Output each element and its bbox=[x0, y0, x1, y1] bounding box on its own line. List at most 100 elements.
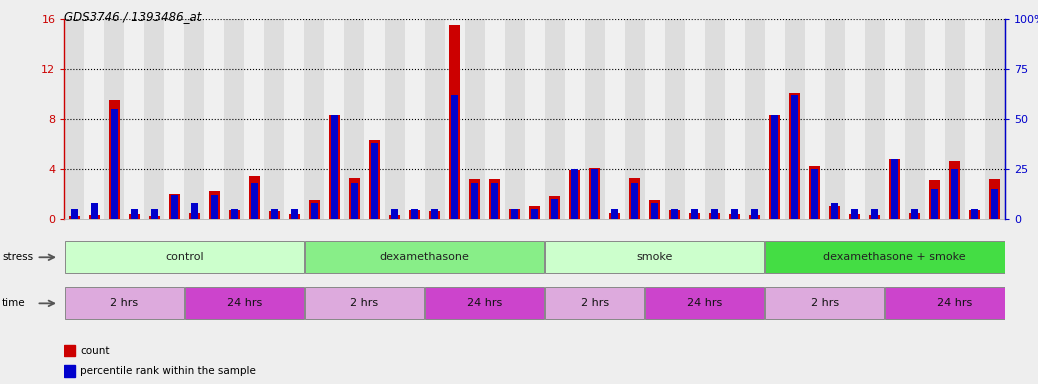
Bar bbox=[991, 189, 999, 219]
Bar bbox=[405, 19, 425, 219]
Bar bbox=[429, 211, 440, 219]
Bar bbox=[151, 209, 158, 219]
Bar bbox=[131, 209, 138, 219]
Bar bbox=[148, 217, 160, 219]
Bar bbox=[945, 19, 964, 219]
Bar bbox=[950, 162, 960, 219]
Bar bbox=[831, 203, 839, 219]
Bar bbox=[249, 177, 260, 219]
Bar bbox=[91, 203, 98, 219]
Bar bbox=[810, 167, 820, 219]
Bar bbox=[452, 95, 458, 219]
Bar bbox=[829, 207, 840, 219]
Bar bbox=[209, 192, 220, 219]
Bar bbox=[645, 19, 664, 219]
Bar bbox=[109, 100, 119, 219]
Text: 24 hrs: 24 hrs bbox=[227, 298, 262, 308]
Bar bbox=[471, 183, 479, 219]
Text: dexamethasone: dexamethasone bbox=[380, 252, 469, 262]
Bar bbox=[391, 209, 398, 219]
Bar bbox=[931, 189, 938, 219]
FancyBboxPatch shape bbox=[185, 288, 304, 319]
Bar bbox=[651, 203, 658, 219]
Bar bbox=[670, 210, 680, 219]
Bar bbox=[545, 19, 565, 219]
Bar bbox=[64, 19, 84, 219]
Bar bbox=[331, 115, 338, 219]
Bar bbox=[529, 207, 540, 219]
Bar bbox=[691, 209, 699, 219]
Bar bbox=[705, 19, 725, 219]
Bar bbox=[309, 200, 320, 219]
FancyBboxPatch shape bbox=[765, 242, 1025, 273]
Bar bbox=[64, 365, 75, 377]
Bar bbox=[711, 209, 718, 219]
Bar bbox=[911, 209, 919, 219]
Bar bbox=[631, 183, 638, 219]
Text: 24 hrs: 24 hrs bbox=[467, 298, 502, 308]
Bar bbox=[105, 19, 125, 219]
Bar bbox=[265, 19, 284, 219]
FancyBboxPatch shape bbox=[765, 288, 884, 319]
Bar bbox=[304, 19, 325, 219]
Bar bbox=[449, 25, 460, 219]
FancyBboxPatch shape bbox=[305, 242, 544, 273]
Text: percentile rank within the sample: percentile rank within the sample bbox=[80, 366, 256, 376]
Bar bbox=[892, 159, 898, 219]
Bar bbox=[909, 213, 921, 219]
Bar bbox=[111, 109, 118, 219]
Bar bbox=[171, 195, 177, 219]
Text: smoke: smoke bbox=[636, 252, 673, 262]
Bar bbox=[851, 209, 858, 219]
Bar bbox=[325, 19, 345, 219]
Bar bbox=[811, 169, 818, 219]
Bar bbox=[804, 19, 825, 219]
Text: control: control bbox=[165, 252, 203, 262]
Bar bbox=[411, 209, 418, 219]
Bar bbox=[791, 95, 798, 219]
Bar bbox=[664, 19, 685, 219]
Bar bbox=[549, 197, 561, 219]
Bar bbox=[485, 19, 504, 219]
Bar bbox=[629, 178, 640, 219]
Bar bbox=[289, 214, 300, 219]
Bar bbox=[989, 179, 1001, 219]
Bar bbox=[771, 115, 778, 219]
Text: GDS3746 / 1393486_at: GDS3746 / 1393486_at bbox=[64, 10, 201, 23]
Bar bbox=[609, 213, 620, 219]
Bar bbox=[689, 213, 701, 219]
Bar bbox=[749, 215, 760, 219]
Text: 24 hrs: 24 hrs bbox=[687, 298, 722, 308]
FancyBboxPatch shape bbox=[64, 288, 184, 319]
Bar bbox=[611, 209, 618, 219]
Bar bbox=[491, 183, 498, 219]
Bar bbox=[345, 19, 364, 219]
FancyBboxPatch shape bbox=[425, 288, 544, 319]
Bar bbox=[504, 19, 524, 219]
Bar bbox=[672, 209, 678, 219]
Bar bbox=[625, 19, 645, 219]
Bar bbox=[769, 115, 781, 219]
Bar bbox=[144, 19, 164, 219]
Bar bbox=[591, 169, 598, 219]
Bar bbox=[251, 183, 258, 219]
Bar bbox=[368, 140, 380, 219]
Text: stress: stress bbox=[2, 252, 33, 262]
Bar bbox=[509, 209, 520, 219]
Text: 24 hrs: 24 hrs bbox=[937, 298, 973, 308]
Bar bbox=[465, 19, 485, 219]
Bar bbox=[364, 19, 384, 219]
Bar bbox=[905, 19, 925, 219]
Bar bbox=[569, 170, 580, 219]
Bar bbox=[84, 19, 105, 219]
Bar bbox=[709, 213, 720, 219]
Bar bbox=[649, 200, 660, 219]
Bar bbox=[284, 19, 304, 219]
Bar bbox=[229, 210, 240, 219]
Bar bbox=[929, 180, 940, 219]
Bar bbox=[584, 19, 604, 219]
Bar bbox=[69, 217, 80, 219]
Bar bbox=[349, 178, 360, 219]
Bar bbox=[565, 19, 584, 219]
Bar bbox=[230, 209, 238, 219]
